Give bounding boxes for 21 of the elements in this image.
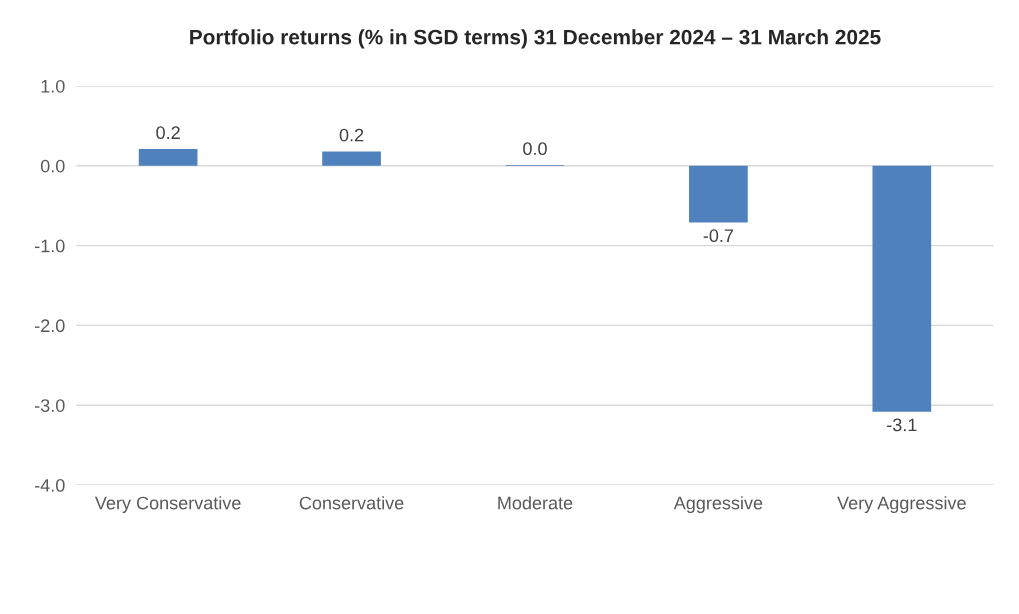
x-tick-label: Conservative <box>299 496 404 510</box>
data-label: -3.1 <box>887 418 917 432</box>
data-label: -0.7 <box>703 229 734 243</box>
bar <box>138 149 198 166</box>
y-tick-label: -4.0 <box>35 478 65 492</box>
y-tick-label: -3.0 <box>35 399 65 412</box>
bar <box>322 151 381 166</box>
bar <box>872 165 932 412</box>
x-tick-label: Very Aggressive <box>837 496 966 513</box>
y-tick-label: -2.0 <box>35 319 65 333</box>
bar <box>689 165 748 223</box>
data-label: 0.2 <box>156 126 180 140</box>
data-label: 0.2 <box>339 128 364 142</box>
data-label: 0.0 <box>523 142 547 156</box>
x-tick-label: Aggressive <box>673 496 763 513</box>
y-tick-label: 0.0 <box>40 159 65 173</box>
x-tick-label: Moderate <box>498 496 573 510</box>
x-tick-label: Very Conservative <box>94 496 241 513</box>
chart-title: Portfolio returns (% in SGD terms) 31 December 2024 – 31 March 2025 <box>190 29 881 49</box>
y-tick-label: 1.0 <box>41 79 65 93</box>
y-tick-label: -1.0 <box>35 239 65 253</box>
